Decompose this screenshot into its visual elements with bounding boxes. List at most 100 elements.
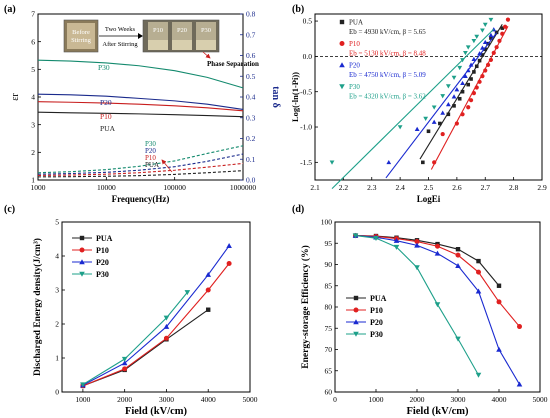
panel-b-point — [386, 159, 392, 165]
panel-a-right-tick-label: 0.5 — [246, 72, 256, 81]
panel-d-point — [516, 381, 523, 387]
panel-b: (b) 2.1 2.2 2.3 2.4 2.5 2.6 2.7 2.8 2.9 -1.5 -1.0 -0… — [290, 4, 547, 204]
panel-d-series-p30 — [352, 233, 482, 378]
panel-a-curve-label-dashed: P30 — [145, 140, 156, 148]
panel-a-series-p30-epsilon — [37, 59, 244, 89]
panel-a-y-tick-label: 1 — [31, 176, 35, 185]
panel-b-x-tick-label: 2.2 — [339, 183, 349, 192]
panel-c-series-p10 — [80, 260, 232, 389]
panel-c-x-tick-label: 5000 — [243, 395, 258, 404]
panel-a: (a) 1000 10000 100000 1000000 1 2 3 4 5 6 7 0.0 0.1 0.… — [4, 4, 281, 204]
panel-b-point — [483, 68, 488, 73]
panel-a-series-p20-epsilon — [37, 93, 244, 110]
panel-c-y-tick-label: 2 — [55, 320, 59, 329]
panel-b-x-tick-label: 2.3 — [367, 183, 377, 192]
panel-a-xlabel: Frequency(Hz) — [112, 194, 170, 204]
panel-c-point — [163, 315, 170, 321]
panel-b-legend-detail: Eb = 4750 kV/cm, β = 5.09 — [349, 71, 426, 79]
panel-d-point — [476, 258, 481, 264]
panel-b-point — [465, 45, 471, 50]
inset-vial-liquid — [67, 23, 95, 49]
panel-c-legend-marker — [79, 247, 85, 253]
panel-b-point — [466, 105, 471, 110]
panel-b-point — [494, 30, 499, 35]
panel-b-point — [466, 82, 471, 87]
panel-b-series-p20 — [385, 27, 498, 179]
panel-b-y-tick-label: -1.0 — [300, 123, 312, 132]
panel-c-legend-name: P20 — [96, 258, 109, 267]
panel-b-label: (b) — [292, 4, 304, 15]
panel-c-point — [121, 360, 128, 366]
panel-b-point — [480, 53, 485, 57]
panel-d-point — [455, 262, 461, 268]
panel-b-legend-detail: Eb = 4930 kV/cm, β = 5.65 — [349, 28, 426, 36]
panel-b-point — [451, 94, 457, 99]
panel-b-point — [440, 131, 445, 137]
panel-c-point — [206, 307, 211, 312]
inset-vial-label: P20 — [177, 27, 187, 34]
panel-b-x-tick-label: 2.1 — [310, 183, 320, 192]
panel-b-x-tick-label: 2.6 — [452, 183, 462, 192]
panel-a-right-tick-label: 0.0 — [246, 176, 256, 185]
panel-d-point — [414, 239, 420, 245]
panel-b-point — [480, 45, 485, 50]
panel-c: (c) 1000 2000 3000 4000 5000 0 1 2 3 4 5 Field (kV/c… — [4, 204, 258, 417]
panel-b-point — [471, 91, 476, 96]
panel-d-legend-name: PUA — [370, 294, 387, 303]
panel-b-point — [500, 31, 505, 36]
panel-b-point — [426, 129, 431, 134]
panel-b-point — [460, 80, 465, 86]
panel-a-right-tick-label: 0.1 — [246, 155, 256, 164]
panel-b-point — [477, 51, 482, 56]
inset-vial-label: P30 — [201, 27, 211, 34]
inset-arrow-text-1: Two Weeks — [105, 26, 136, 33]
panel-a-tan-arrow — [161, 159, 173, 173]
panel-b-point — [477, 58, 482, 63]
panel-d-legend-marker — [353, 307, 359, 313]
inset-vial-bottom — [172, 40, 192, 50]
panel-a-right-tick-label: 0.7 — [246, 30, 256, 39]
panel-d-point — [435, 243, 440, 249]
panel-c-y-tick-label: 5 — [55, 218, 59, 227]
panel-a-right-tick-label: 0.8 — [246, 10, 256, 19]
panel-d-point — [434, 250, 441, 256]
panel-b-point — [397, 125, 403, 130]
panel-d: (d) 0 1000 2000 3000 4000 5000 60 65 70 75 80 85 90 95… — [292, 204, 548, 417]
panel-a-curve-label: P20 — [100, 98, 112, 107]
panel-d-y-tick-label: 65 — [325, 366, 333, 375]
panel-d-point — [414, 242, 420, 248]
panel-d-y-tick-label: 70 — [325, 345, 333, 354]
panel-b-point — [491, 50, 496, 55]
panel-d-y-tick-label: 75 — [325, 324, 333, 333]
panel-a-y-tick-label: 2 — [31, 148, 35, 157]
panel-b-point — [329, 160, 335, 165]
panel-b-point — [488, 57, 494, 63]
panel-b-point — [468, 98, 474, 103]
panel-b-point — [431, 105, 437, 110]
panel-b-point — [503, 24, 508, 29]
panel-b-point — [438, 121, 442, 126]
panel-c-point — [80, 382, 86, 388]
panel-a-y-tick-label: 5 — [31, 65, 35, 74]
panel-b-legend-marker — [339, 62, 345, 68]
panel-a-x-tick-label: 1000 — [31, 183, 46, 192]
panel-d-x-tick-label: 0 — [333, 395, 337, 404]
panel-d-y-tick-label: 95 — [325, 239, 333, 248]
inset-vial-bottom — [196, 40, 216, 50]
inset-stirring-label: Stirring — [71, 37, 92, 44]
panel-b-point — [482, 39, 488, 45]
panel-c-series-p30 — [80, 290, 191, 388]
panel-d-point — [496, 283, 502, 288]
panel-a-y-tick-label: 6 — [31, 37, 35, 46]
panel-c-x-tick-label: 4000 — [201, 395, 216, 404]
panel-b-point — [432, 160, 437, 165]
panel-b-series-p10 — [430, 17, 511, 170]
panel-d-legend-marker — [353, 331, 359, 337]
panel-d-point — [455, 336, 461, 342]
panel-d-point — [517, 324, 522, 330]
panel-a-x-tick-label: 100000 — [163, 183, 186, 192]
panel-d-point — [455, 247, 461, 252]
